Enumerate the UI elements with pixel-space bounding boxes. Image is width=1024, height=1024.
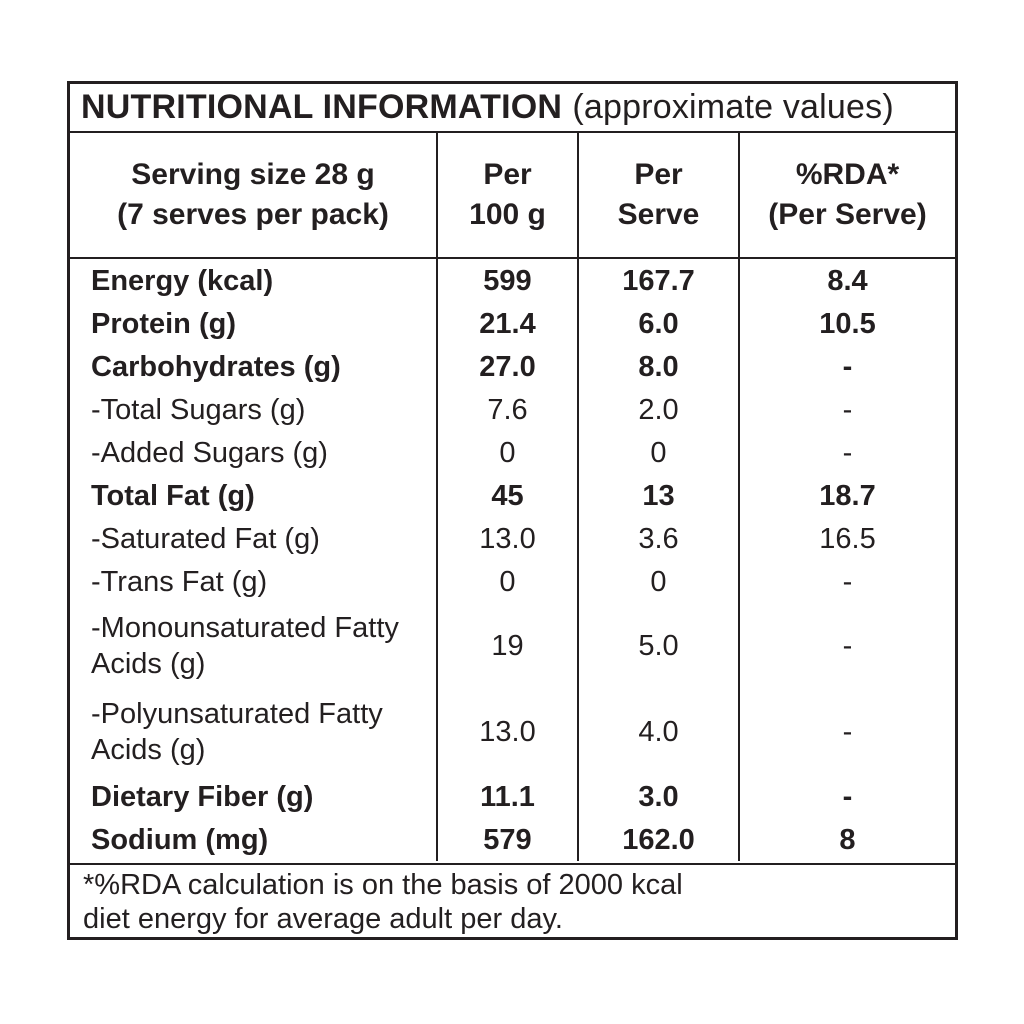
- row-trans-fat: -Trans Fat (g) 0 0 -: [70, 560, 955, 603]
- column-header-rda: %RDA* (Per Serve): [740, 133, 955, 257]
- column-header-per-100g: Per 100 g: [438, 133, 579, 257]
- nutrient-label: -Saturated Fat (g): [70, 517, 438, 560]
- row-carbohydrates: Carbohydrates (g) 27.0 8.0 -: [70, 345, 955, 388]
- value-rda: -: [842, 393, 853, 426]
- value-per-serve: 0: [579, 560, 740, 603]
- column-header-row: Serving size 28 g (7 serves per pack) Pe…: [70, 133, 955, 259]
- nutrient-label: Total Fat (g): [70, 474, 438, 517]
- value-rda: 16.5: [819, 522, 876, 555]
- value-per-serve: 13: [579, 474, 740, 517]
- row-energy: Energy (kcal) 599 167.7 8.4: [70, 259, 955, 302]
- value-per-serve: 2.0: [579, 388, 740, 431]
- serving-size-line2: (7 serves per pack): [117, 198, 389, 231]
- table-title: NUTRITIONAL INFORMATION (approximate val…: [70, 84, 955, 133]
- value-rda: -: [842, 780, 853, 813]
- value-per-100g: 45: [438, 474, 579, 517]
- row-total-fat: Total Fat (g) 45 13 18.7: [70, 474, 955, 517]
- nutrient-label: -Monounsaturated Fatty Acids (g): [70, 603, 438, 689]
- value-per-serve: 8.0: [579, 345, 740, 388]
- rda-line1: %RDA*: [795, 158, 900, 191]
- nutrient-label: Carbohydrates (g): [70, 345, 438, 388]
- value-per-100g: 27.0: [438, 345, 579, 388]
- value-rda: -: [842, 716, 853, 748]
- nutrient-label: -Polyunsaturated Fatty Acids (g): [70, 689, 438, 775]
- value-per-serve: 0: [579, 431, 740, 474]
- nutrient-label: Dietary Fiber (g): [70, 775, 438, 818]
- column-header-serving-size: Serving size 28 g (7 serves per pack): [70, 133, 438, 257]
- table-body: Energy (kcal) 599 167.7 8.4 Protein (g) …: [70, 259, 955, 863]
- row-saturated-fat: -Saturated Fat (g) 13.0 3.6 16.5: [70, 517, 955, 560]
- title-subtext: (approximate values): [572, 88, 894, 126]
- nutrition-facts-table: NUTRITIONAL INFORMATION (approximate val…: [67, 81, 958, 940]
- value-rda: -: [842, 630, 853, 662]
- per-100g-line1: Per: [483, 158, 532, 191]
- rda-line2: (Per Serve): [768, 198, 927, 231]
- value-per-serve: 4.0: [579, 689, 740, 775]
- nutrient-label: -Added Sugars (g): [70, 431, 438, 474]
- row-protein: Protein (g) 21.4 6.0 10.5: [70, 302, 955, 345]
- row-total-sugars: -Total Sugars (g) 7.6 2.0 -: [70, 388, 955, 431]
- row-added-sugars: -Added Sugars (g) 0 0 -: [70, 431, 955, 474]
- rda-footnote-line2: diet energy for average adult per day.: [83, 902, 563, 935]
- value-per-100g: 19: [438, 603, 579, 689]
- value-per-serve: 5.0: [579, 603, 740, 689]
- value-rda: -: [842, 436, 853, 469]
- rda-footnote: *%RDA calculation is on the basis of 200…: [70, 862, 955, 938]
- value-per-serve: 3.6: [579, 517, 740, 560]
- per-100g-line2: 100 g: [469, 198, 546, 231]
- row-monounsaturated-fatty-acids: -Monounsaturated Fatty Acids (g) 19 5.0 …: [70, 603, 955, 689]
- row-polyunsaturated-fatty-acids: -Polyunsaturated Fatty Acids (g) 13.0 4.…: [70, 689, 955, 775]
- value-rda: 10.5: [819, 307, 876, 340]
- value-per-100g: 7.6: [438, 388, 579, 431]
- value-per-100g: 13.0: [438, 689, 579, 775]
- value-rda: -: [842, 565, 853, 598]
- value-per-100g: 0: [438, 431, 579, 474]
- per-serve-line2: Serve: [617, 198, 700, 231]
- value-per-serve: 3.0: [579, 775, 740, 818]
- row-sodium: Sodium (mg) 579 162.0 8: [70, 818, 955, 861]
- serving-size-line1: Serving size 28 g: [131, 158, 375, 191]
- nutrient-label: Sodium (mg): [70, 818, 438, 861]
- value-rda: 8: [839, 823, 856, 856]
- nutrient-label: Energy (kcal): [70, 259, 438, 302]
- title-text: NUTRITIONAL INFORMATION: [81, 88, 563, 126]
- nutrient-label: Protein (g): [70, 302, 438, 345]
- column-header-per-serve: Per Serve: [579, 133, 740, 257]
- value-per-serve: 167.7: [579, 259, 740, 302]
- value-per-serve: 162.0: [579, 818, 740, 861]
- row-dietary-fiber: Dietary Fiber (g) 11.1 3.0 -: [70, 775, 955, 818]
- per-serve-line1: Per: [634, 158, 683, 191]
- value-per-100g: 579: [438, 818, 579, 861]
- nutrient-label: -Total Sugars (g): [70, 388, 438, 431]
- value-per-100g: 13.0: [438, 517, 579, 560]
- value-per-100g: 0: [438, 560, 579, 603]
- value-per-serve: 6.0: [579, 302, 740, 345]
- value-rda: 8.4: [827, 264, 868, 297]
- value-per-100g: 11.1: [438, 775, 579, 818]
- nutrient-label: -Trans Fat (g): [70, 560, 438, 603]
- value-rda: -: [842, 350, 853, 383]
- rda-footnote-line1: *%RDA calculation is on the basis of 200…: [83, 868, 683, 901]
- value-per-100g: 599: [438, 259, 579, 302]
- value-per-100g: 21.4: [438, 302, 579, 345]
- value-rda: 18.7: [819, 479, 876, 512]
